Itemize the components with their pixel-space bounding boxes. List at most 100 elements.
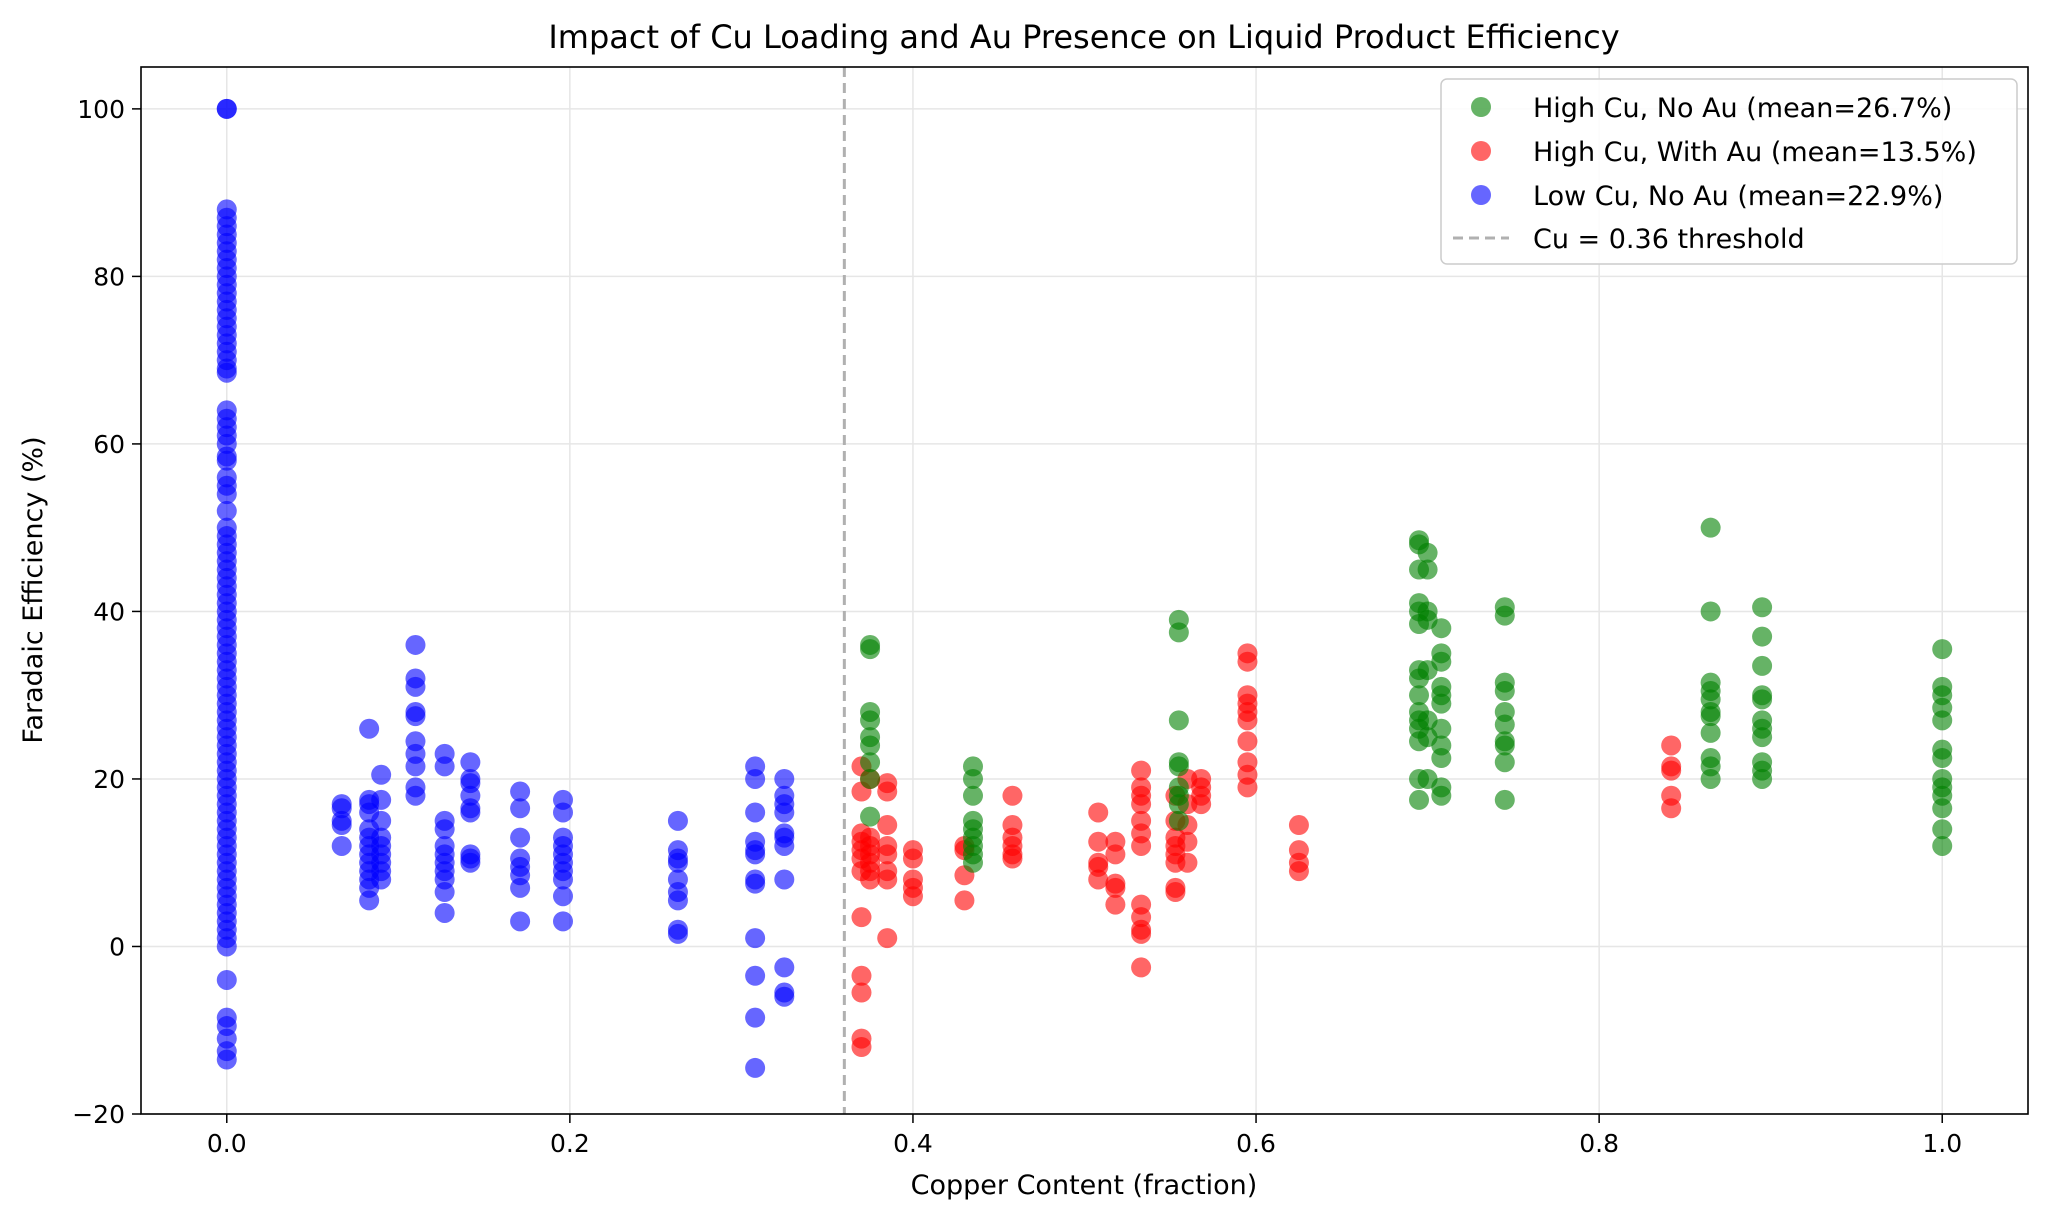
data-point-low-cu-no-au — [774, 802, 795, 823]
data-point-high-cu-with-au — [1661, 798, 1682, 819]
data-point-low-cu-no-au — [216, 450, 237, 471]
data-point-high-cu-with-au — [1131, 957, 1152, 978]
data-point-high-cu-no-au — [1932, 639, 1953, 660]
data-point-high-cu-no-au — [1700, 722, 1721, 743]
data-point-low-cu-no-au — [667, 810, 688, 831]
data-point-high-cu-no-au — [962, 768, 983, 789]
data-point-high-cu-with-au — [1237, 710, 1258, 731]
axis-ticks: 0.0 0.2 0.4 0.6 0.8 1.0 −20 0 20 40 60 80 100 — [72, 95, 1962, 1158]
data-point-high-cu-no-au — [1494, 735, 1515, 756]
data-point-high-cu-with-au — [1131, 835, 1152, 856]
data-point-high-cu-with-au — [1002, 785, 1023, 806]
x-tick-label: 0.4 — [893, 1129, 933, 1158]
data-point-low-cu-no-au — [667, 923, 688, 944]
data-point-high-cu-with-au — [1131, 760, 1152, 781]
data-point-low-cu-no-au — [510, 798, 531, 819]
data-point-high-cu-no-au — [1417, 542, 1438, 563]
data-point-low-cu-no-au — [359, 718, 380, 739]
data-point-low-cu-no-au — [774, 869, 795, 890]
data-point-high-cu-with-au — [877, 928, 898, 949]
data-point-high-cu-no-au — [1700, 768, 1721, 789]
data-point-high-cu-with-au — [851, 965, 872, 986]
data-point-low-cu-no-au — [510, 781, 531, 802]
data-point-high-cu-no-au — [1409, 685, 1430, 706]
data-point-high-cu-no-au — [1752, 597, 1773, 618]
data-point-low-cu-no-au — [216, 484, 237, 505]
data-point-high-cu-with-au — [851, 982, 872, 1003]
data-point-high-cu-with-au — [877, 844, 898, 865]
data-point-high-cu-no-au — [860, 710, 881, 731]
data-point-high-cu-no-au — [1431, 718, 1452, 739]
y-axis-label: Faradaic Efficiency (%) — [18, 436, 49, 743]
data-point-low-cu-no-au — [553, 802, 574, 823]
y-tick-label: 20 — [93, 765, 125, 794]
data-point-low-cu-no-au — [774, 768, 795, 789]
legend-marker-high-cu-no-au — [1471, 97, 1491, 117]
data-point-high-cu-with-au — [902, 848, 923, 869]
data-point-low-cu-no-au — [216, 969, 237, 990]
data-point-high-cu-with-au — [1288, 815, 1309, 836]
data-point-high-cu-with-au — [877, 781, 898, 802]
data-point-high-cu-no-au — [1932, 798, 1953, 819]
data-point-high-cu-with-au — [851, 907, 872, 928]
data-point-low-cu-no-au — [667, 852, 688, 873]
data-point-low-cu-no-au — [216, 98, 237, 119]
plot-frame — [140, 66, 2029, 1115]
data-point-high-cu-no-au — [1168, 810, 1189, 831]
data-point-low-cu-no-au — [216, 362, 237, 383]
data-point-high-cu-no-au — [1168, 710, 1189, 731]
data-point-low-cu-no-au — [371, 789, 392, 810]
data-point-low-cu-no-au — [405, 634, 426, 655]
data-point-low-cu-no-au — [553, 911, 574, 932]
data-point-high-cu-no-au — [1494, 605, 1515, 626]
data-point-low-cu-no-au — [460, 752, 481, 773]
data-point-low-cu-no-au — [745, 1057, 766, 1078]
data-point-low-cu-no-au — [331, 835, 352, 856]
data-point-low-cu-no-au — [745, 965, 766, 986]
x-axis-label: Copper Content (fraction) — [911, 1170, 1258, 1201]
y-tick-label: 0 — [109, 932, 125, 961]
x-tick-label: 1.0 — [1922, 1129, 1962, 1158]
data-point-high-cu-no-au — [860, 639, 881, 660]
data-point-low-cu-no-au — [745, 1007, 766, 1028]
data-point-high-cu-with-au — [1131, 794, 1152, 815]
data-point-high-cu-with-au — [1661, 735, 1682, 756]
data-point-high-cu-with-au — [860, 869, 881, 890]
data-point-low-cu-no-au — [434, 756, 455, 777]
data-point-high-cu-no-au — [1700, 601, 1721, 622]
data-point-high-cu-with-au — [1105, 894, 1126, 915]
data-point-high-cu-with-au — [877, 815, 898, 836]
data-point-high-cu-with-au — [1237, 651, 1258, 672]
data-point-low-cu-no-au — [460, 802, 481, 823]
data-point-high-cu-with-au — [1105, 844, 1126, 865]
data-point-low-cu-no-au — [510, 827, 531, 848]
data-point-high-cu-with-au — [1131, 923, 1152, 944]
data-point-high-cu-no-au — [1700, 517, 1721, 538]
data-point-low-cu-no-au — [745, 802, 766, 823]
data-point-high-cu-with-au — [1002, 848, 1023, 869]
data-point-low-cu-no-au — [371, 810, 392, 831]
data-point-high-cu-no-au — [1752, 727, 1773, 748]
x-tick-label: 0.6 — [1236, 1129, 1276, 1158]
data-point-low-cu-no-au — [216, 500, 237, 521]
data-point-high-cu-no-au — [962, 785, 983, 806]
data-point-high-cu-no-au — [1168, 622, 1189, 643]
data-point-high-cu-no-au — [1932, 819, 1953, 840]
data-point-high-cu-no-au — [1168, 794, 1189, 815]
data-point-high-cu-no-au — [1494, 681, 1515, 702]
legend-box — [1440, 78, 2018, 265]
y-tick-label: 100 — [77, 95, 125, 124]
data-point-high-cu-with-au — [1288, 861, 1309, 882]
data-point-high-cu-with-au — [1088, 802, 1109, 823]
data-point-low-cu-no-au — [405, 756, 426, 777]
data-point-low-cu-no-au — [331, 815, 352, 836]
data-point-low-cu-no-au — [745, 873, 766, 894]
data-point-low-cu-no-au — [774, 957, 795, 978]
data-point-low-cu-no-au — [745, 928, 766, 949]
data-point-low-cu-no-au — [745, 768, 766, 789]
data-point-high-cu-no-au — [1431, 748, 1452, 769]
data-point-high-cu-no-au — [1932, 748, 1953, 769]
data-point-high-cu-no-au — [1431, 651, 1452, 672]
data-point-high-cu-no-au — [1932, 710, 1953, 731]
legend: High Cu, No Au (mean=26.7%) High Cu, Wit… — [1440, 78, 2018, 265]
